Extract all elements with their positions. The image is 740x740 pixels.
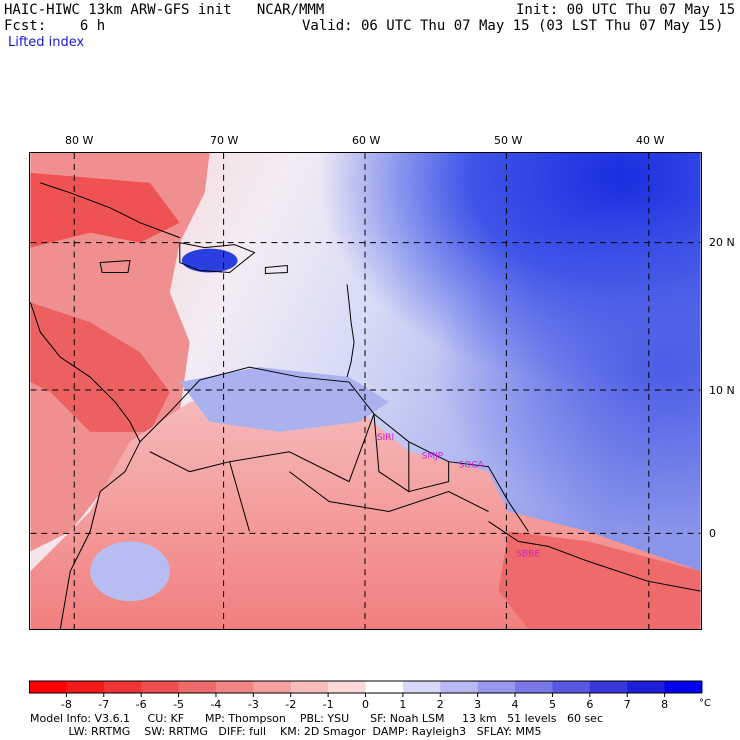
coast-hispaniola bbox=[179, 242, 256, 274]
colorbar-tick-label: 3 bbox=[474, 698, 481, 710]
station-sbbe: SBBE bbox=[516, 549, 540, 559]
colorbar-tick-label: 2 bbox=[437, 698, 444, 710]
field-name: Lifted index bbox=[8, 35, 85, 50]
field-amazon-strong-unstable bbox=[498, 531, 701, 629]
border-venezuela bbox=[229, 413, 375, 483]
colorbar-unit: °C bbox=[699, 698, 711, 709]
colorbar-swatches bbox=[29, 680, 703, 694]
colorbar-swatch bbox=[515, 681, 553, 693]
colorbar-tick-label: 8 bbox=[661, 698, 668, 710]
colorbar-tick-label: -2 bbox=[285, 698, 296, 710]
colorbar-swatch bbox=[29, 681, 67, 693]
colorbar-swatch bbox=[477, 681, 516, 693]
colorbar: -8 -7 -6 -5 -4 -3 -2 -1 0 1 2 3 4 5 6 7 8 °C bbox=[29, 680, 711, 710]
border-suriname bbox=[408, 461, 450, 493]
border-guyana bbox=[373, 413, 410, 493]
lon-label-60w: 60 W bbox=[352, 134, 381, 147]
colorbar-tick-label: 5 bbox=[549, 698, 556, 710]
model-title: HAIC-HIWC 13km ARW-GFS init NCAR/MMM bbox=[4, 2, 325, 18]
field-nicaragua-unstable bbox=[30, 302, 170, 432]
colorbar-tick-label: -8 bbox=[61, 698, 72, 710]
lat-label-0: 0 bbox=[709, 527, 716, 540]
field-hispaniola-stable bbox=[181, 248, 238, 273]
lon-label-70w: 70 W bbox=[210, 134, 239, 147]
lat-label-10n: 10 N bbox=[709, 384, 735, 397]
colorbar-tick-label: -5 bbox=[173, 698, 184, 710]
colorbar-swatch bbox=[402, 681, 441, 693]
station-smjp: SMJP bbox=[422, 452, 444, 462]
valid-time: Valid: 06 UTC Thu 07 May 15 (03 LST Thu … bbox=[302, 18, 724, 34]
coast-lesser-antilles bbox=[346, 284, 355, 378]
colorbar-tick-label: 1 bbox=[399, 698, 406, 710]
colorbar-tick-label: -1 bbox=[323, 698, 334, 710]
colorbar-tick-label: -3 bbox=[248, 698, 259, 710]
model-info-line2: LW: RRTMG SW: RRTMG DIFF: full KM: 2D Sm… bbox=[30, 725, 542, 738]
station-soca: SOCA bbox=[459, 461, 485, 471]
colorbar-swatch bbox=[290, 681, 329, 693]
lat-label-20n: 20 N bbox=[709, 236, 735, 249]
colorbar-swatch bbox=[328, 681, 366, 693]
lon-label-40w: 40 W bbox=[636, 134, 665, 147]
coast-pacific-colombia bbox=[59, 491, 101, 629]
colorbar-swatch bbox=[627, 681, 666, 693]
colorbar-swatch bbox=[253, 681, 292, 693]
colorbar-ticks: -8 -7 -6 -5 -4 -3 -2 -1 0 1 2 3 4 5 6 7 8 bbox=[61, 693, 668, 710]
coast-jamaica bbox=[99, 260, 131, 273]
colorbar-tick-label: -4 bbox=[210, 698, 221, 710]
colorbar-swatch bbox=[440, 681, 479, 693]
colorbar-tick-label: 0 bbox=[362, 698, 369, 710]
colorbar-tick-label: 7 bbox=[624, 698, 631, 710]
lon-label-80w: 80 W bbox=[65, 134, 94, 147]
colorbar-swatch bbox=[589, 681, 628, 693]
field-venezuela-stable bbox=[179, 367, 389, 432]
colorbar-swatch bbox=[552, 681, 591, 693]
border-colombia bbox=[149, 451, 250, 532]
field-guiana-stable bbox=[90, 541, 170, 602]
colorbar-tick-label: 4 bbox=[512, 698, 519, 710]
colorbar-tick-label: -7 bbox=[98, 698, 109, 710]
colorbar-swatch bbox=[215, 681, 254, 693]
coast-cuba bbox=[40, 182, 180, 239]
colorbar-tick-label: 6 bbox=[586, 698, 593, 710]
colorbar-swatch bbox=[141, 681, 180, 693]
colorbar-swatch bbox=[66, 681, 105, 693]
coastlines bbox=[30, 182, 701, 629]
model-info-line1: Model Info: V3.6.1 CU: KF MP: Thompson P… bbox=[30, 712, 603, 725]
station-siri: SIRI bbox=[377, 433, 394, 443]
init-time: Init: 00 UTC Thu 07 May 15 bbox=[516, 2, 736, 18]
graticule bbox=[30, 153, 701, 629]
lifted-index-map: SIRI SMJP SOCA SBBE bbox=[29, 152, 702, 630]
coast-central-america bbox=[30, 302, 141, 492]
colorbar-swatch bbox=[365, 681, 404, 693]
colorbar-tick-label: -6 bbox=[136, 698, 147, 710]
coast-south-america-north bbox=[139, 366, 529, 532]
colorbar-swatch bbox=[178, 681, 217, 693]
border-brazil-north bbox=[289, 471, 489, 513]
coast-amazon-mouth bbox=[488, 521, 701, 592]
lon-label-50w: 50 W bbox=[494, 134, 523, 147]
coast-puerto-rico bbox=[264, 264, 288, 275]
colorbar-swatch bbox=[103, 681, 142, 693]
forecast-hour: Fcst: 6 h bbox=[4, 18, 106, 34]
colorbar-swatch bbox=[664, 681, 703, 693]
